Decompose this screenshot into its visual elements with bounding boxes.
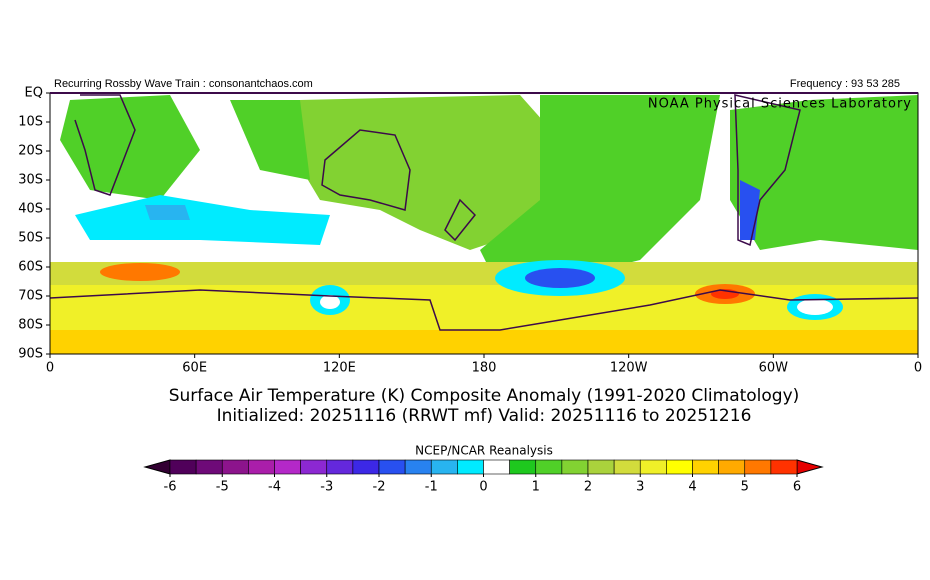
lat-label: 90S <box>18 347 43 362</box>
colorbar-box <box>639 459 667 475</box>
lat-label: 20S <box>18 144 43 159</box>
colorbar-tick-label: -1 <box>425 480 438 495</box>
colorbar-box <box>248 459 275 475</box>
colorbar-tick-label: 5 <box>741 480 749 495</box>
lat-label: 60S <box>18 260 43 275</box>
colorbar-box <box>770 459 798 475</box>
colorbar-box <box>378 459 406 475</box>
colorbar-under <box>143 459 171 475</box>
colorbar-box <box>326 459 354 475</box>
colorbar-box <box>561 459 589 475</box>
lat-label: 40S <box>18 202 43 217</box>
colorbar-box <box>666 459 693 475</box>
lat-label: EQ <box>25 86 43 101</box>
lon-label: 60W <box>759 361 789 376</box>
header-left: Recurring Rossby Wave Train : consonantc… <box>54 78 313 90</box>
header-right: Frequency : 93 53 285 <box>790 78 900 90</box>
lat-label: 50S <box>18 231 43 246</box>
colorbar-box <box>692 459 719 475</box>
title-line-1: Surface Air Temperature (K) Composite An… <box>169 386 800 406</box>
lat-label: 70S <box>18 289 43 304</box>
colorbar-box <box>195 459 223 475</box>
lon-label: 0 <box>914 361 922 376</box>
colorbar-tick-label: -5 <box>216 480 229 495</box>
colorbar-box <box>221 459 249 475</box>
colorbar-tick-label: -6 <box>164 480 177 495</box>
title-line-2: Initialized: 20251116 (RRWT mf) Valid: 2… <box>217 406 752 426</box>
lat-label: 10S <box>18 115 43 130</box>
lab-label: NOAA Physical Sciences Laboratory <box>648 97 912 112</box>
colorbar-box <box>169 459 197 475</box>
lon-label: 0 <box>46 361 54 376</box>
colorbar-box <box>274 459 301 475</box>
lon-label: 120E <box>323 361 356 376</box>
lon-label: 180 <box>472 361 497 376</box>
colorbar-box <box>352 459 380 475</box>
colorbar-box <box>744 459 772 475</box>
colorbar-over <box>796 459 824 475</box>
colorbar-tick-label: 3 <box>636 480 644 495</box>
colorbar-tick-label: 0 <box>479 480 487 495</box>
colorbar-box <box>718 459 746 475</box>
colorbar-box <box>483 459 510 475</box>
lat-label: 80S <box>18 318 43 333</box>
coastlines <box>49 94 919 331</box>
colorbar-tick-label: -4 <box>268 480 281 495</box>
colorbar-tick-label: -2 <box>373 480 386 495</box>
colorbar-tick-label: -3 <box>320 480 333 495</box>
colorbar-title: NCEP/NCAR Reanalysis <box>415 444 553 458</box>
colorbar-box <box>404 459 432 475</box>
colorbar-box <box>613 459 641 475</box>
colorbar-tick-label: 6 <box>793 480 801 495</box>
colorbar-tick-label: 4 <box>688 480 696 495</box>
colorbar-box <box>535 459 563 475</box>
colorbar-box <box>457 459 484 475</box>
lon-label: 60E <box>182 361 207 376</box>
map-field <box>50 93 918 354</box>
lat-label: 30S <box>18 173 43 188</box>
colorbar-box <box>509 459 537 475</box>
colorbar-box <box>587 459 615 475</box>
lon-label: 120W <box>610 361 648 376</box>
colorbar-tick-label: 2 <box>584 480 592 495</box>
colorbar-box <box>430 459 458 475</box>
colorbar-box <box>300 459 328 475</box>
colorbar-tick-label: 1 <box>532 480 540 495</box>
